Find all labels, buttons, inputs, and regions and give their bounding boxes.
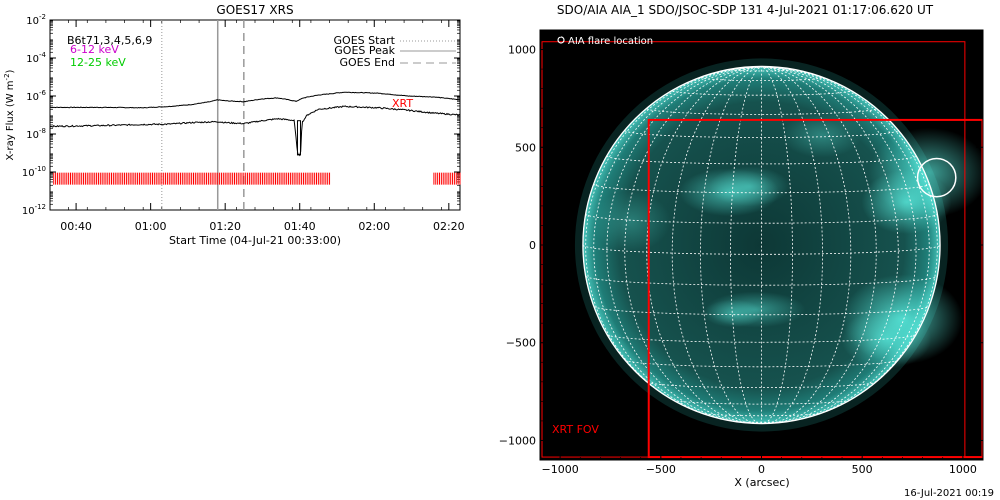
goes-title: GOES17 XRS	[216, 3, 293, 17]
grid-meridian	[761, 66, 917, 424]
goes-flux-series	[49, 91, 461, 157]
grid-meridian	[606, 66, 762, 424]
goes-y-tick-label: 10-6	[26, 89, 46, 103]
goes-x-tick-label: 01:00	[135, 220, 167, 233]
goes-flux-line-1	[50, 91, 461, 109]
goes-x-tick-label: 02:00	[358, 220, 390, 233]
grid-meridian	[761, 66, 930, 422]
goes-x-tick-label: 00:40	[60, 220, 92, 233]
legend-12-25kev: 12-25 keV	[70, 56, 126, 69]
legend-channel-list: B6t71,3,4,5,6,9	[67, 34, 152, 47]
active-region	[868, 127, 983, 218]
grid-meridian	[761, 66, 899, 424]
footer-timestamp: 16-Jul-2021 00:19	[904, 488, 994, 499]
aia-title: SDO/AIA AIA_1 SDO/JSOC-SDP 131 4-Jul-202…	[557, 3, 934, 17]
goes-x-tick-label: 01:40	[284, 220, 316, 233]
goes-y-tick-label: 10-4	[26, 51, 46, 65]
goes-x-axis-label: Start Time (04-Jul-21 00:33:00)	[169, 234, 341, 247]
goes-flux-line-2	[49, 105, 461, 157]
flare-legend-symbol	[557, 36, 565, 44]
aia-y-tick-label: 0	[529, 239, 536, 252]
grid-meridian	[700, 66, 762, 424]
active-region	[841, 308, 932, 369]
goes-x-tick-label: 01:20	[209, 220, 241, 233]
aia-y-tick-label: −500	[506, 337, 536, 350]
legend-6-12kev: 6-12 keV	[70, 43, 119, 56]
grid-parallel	[701, 412, 822, 417]
aia-y-axis: 1000 500 0 −500 −1000	[499, 44, 983, 447]
aia-y-tick-label: −1000	[499, 434, 536, 447]
goes-x-axis: 00:40 01:00 01:20 01:40 02:00 02:20	[49, 20, 465, 233]
goes-y-tick-label: 10-8	[26, 127, 46, 141]
aia-legend: AIA flare location	[568, 36, 653, 47]
xrt-coverage-ticks	[53, 172, 461, 185]
grid-meridian	[761, 66, 877, 424]
grid-meridian	[593, 66, 762, 422]
grid-parallel	[593, 183, 930, 194]
aia-x-tick-label: 0	[758, 463, 765, 476]
legend-goes-peak: GOES Peak	[334, 44, 395, 57]
active-region	[703, 299, 764, 328]
grid-parallel	[672, 399, 851, 405]
goes-y-tick-label: 10-2	[26, 13, 46, 27]
xrt-label: XRT	[392, 97, 413, 110]
grid-parallel	[582, 244, 941, 255]
goes-x-tick-label: 02:20	[433, 220, 465, 233]
active-region	[590, 191, 671, 252]
aia-y-tick-label: 500	[515, 141, 536, 154]
grid-parallel	[647, 381, 876, 389]
heliographic-grid	[582, 66, 941, 424]
active-region	[781, 113, 862, 158]
grid-meridian	[624, 66, 762, 424]
solar-limb	[582, 65, 941, 425]
grid-meridian	[761, 66, 793, 424]
goes-xrs-panel: GOES17 XRS 10-2 10-4 10-6 10-8 10-10 10-12 00…	[3, 3, 465, 247]
solar-disk	[574, 58, 983, 432]
goes-data-gap-marker	[296, 120, 301, 156]
goes-y-axis-label: X-ray Flux (W m-2)	[3, 69, 16, 160]
grid-meridian	[646, 66, 762, 424]
aia-x-tick-label: −1000	[542, 463, 579, 476]
aia-y-tick-label: 1000	[508, 44, 536, 57]
grid-meridian	[761, 66, 823, 424]
goes-y-tick-label: 10-12	[22, 203, 46, 217]
goes-y-axis: 10-2 10-4 10-6 10-8 10-10 10-12	[22, 13, 460, 217]
aia-x-axis: −1000 −500 0 500 1000	[542, 30, 977, 476]
grid-parallel	[585, 276, 938, 286]
legend-goes-end: GOES End	[339, 56, 395, 69]
aia-x-tick-label: 1000	[949, 463, 977, 476]
grid-meridian	[730, 66, 762, 424]
aia-x-axis-label: X (arcsec)	[734, 476, 789, 489]
aia-x-tick-label: −500	[646, 463, 676, 476]
aia-flare-location-marker	[916, 157, 957, 198]
goes-right-legend: GOES Start GOES Peak GOES End	[334, 34, 456, 69]
aia-x-tick-label: 500	[852, 463, 873, 476]
goes-y-tick-label: 10-10	[22, 165, 46, 179]
grid-parallel	[624, 130, 899, 138]
active-region	[709, 166, 790, 207]
aia-image-panel: SDO/AIA AIA_1 SDO/JSOC-SDP 131 4-Jul-202…	[499, 3, 984, 489]
goes-left-legend: B6t71,3,4,5,6,9 6-12 keV 12-25 keV	[67, 34, 152, 69]
xrt-fov-label: XRT FOV	[552, 423, 599, 436]
legend-goes-start: GOES Start	[334, 34, 396, 47]
